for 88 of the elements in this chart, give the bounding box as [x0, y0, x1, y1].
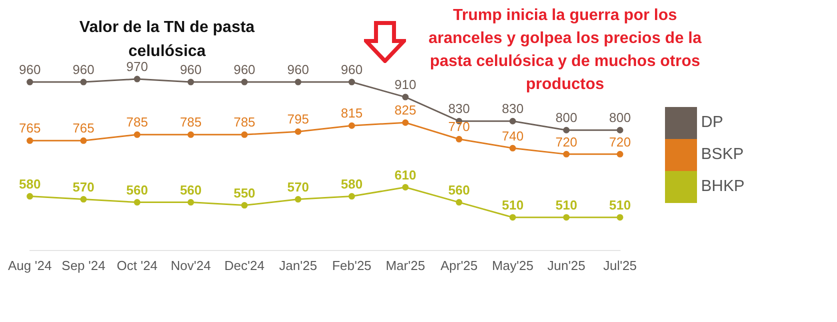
point	[348, 122, 355, 129]
point	[348, 78, 355, 86]
point	[80, 196, 87, 203]
data-label: 800	[556, 110, 578, 126]
point	[26, 78, 34, 86]
x-tick-label: Aug '24	[8, 258, 52, 273]
data-label: 910	[394, 77, 416, 92]
point	[563, 150, 570, 158]
point	[241, 202, 248, 209]
point	[241, 131, 248, 138]
annotation: Trump inicia la guerra por los aranceles y golpea los precios de la pasta celulósica y de muchos otros productos	[427, 6, 703, 95]
data-label: 765	[18, 120, 41, 136]
point	[134, 76, 140, 82]
point	[80, 78, 87, 86]
data-label: 550	[234, 185, 256, 200]
data-label: 560	[126, 182, 148, 198]
data-label: 970	[126, 59, 148, 74]
data-label: 785	[234, 114, 256, 130]
data-label: 825	[394, 102, 416, 118]
x-tick-label: May'25	[492, 258, 534, 273]
point	[26, 137, 34, 144]
legend-label: DP	[701, 114, 724, 132]
point	[188, 131, 194, 138]
data-label: 510	[556, 197, 578, 212]
data-label: 560	[180, 182, 202, 198]
point	[134, 131, 140, 138]
point	[616, 150, 624, 158]
point	[456, 199, 462, 206]
point	[80, 137, 87, 144]
point	[348, 193, 355, 200]
point	[294, 128, 302, 135]
x-tick-label: Feb'25	[332, 258, 372, 273]
data-label: 785	[180, 114, 202, 130]
point	[509, 118, 516, 124]
data-label: 610	[394, 167, 416, 182]
x-tick-label: Mar'25	[386, 258, 426, 273]
data-label: 720	[609, 134, 631, 150]
data-label: 570	[72, 179, 94, 194]
point	[241, 78, 248, 86]
chart-title: Valor de la TN de pasta celulósica	[78, 18, 256, 62]
data-label: 785	[126, 114, 148, 130]
point	[509, 144, 516, 152]
data-label: 960	[18, 62, 41, 78]
point	[402, 184, 409, 191]
data-label: 720	[556, 134, 578, 150]
point	[563, 126, 570, 134]
data-label: 960	[234, 62, 256, 78]
data-label: 740	[502, 128, 524, 144]
x-tick-label: Jul'25	[603, 258, 637, 273]
x-tick-label: Oct '24	[116, 258, 158, 273]
point	[616, 214, 624, 221]
x-tick-label: Nov'24	[170, 258, 211, 273]
data-label: 770	[448, 119, 470, 134]
point	[134, 199, 140, 206]
data-label: 960	[72, 62, 94, 78]
x-tick-label: Sep '24	[62, 258, 106, 273]
point	[456, 136, 462, 142]
x-tick-label: Apr'25	[440, 258, 478, 273]
data-label: 960	[287, 62, 309, 78]
data-label: 510	[502, 197, 524, 212]
legend-label: BSKP	[701, 146, 744, 164]
data-label: 795	[287, 112, 309, 127]
data-label: 800	[609, 110, 631, 126]
data-label: 580	[340, 176, 363, 192]
data-label: 830	[502, 101, 524, 116]
data-label: 830	[448, 101, 470, 116]
point	[188, 78, 194, 86]
point	[26, 193, 34, 200]
point	[294, 78, 302, 86]
data-label: 960	[340, 62, 363, 78]
point	[294, 196, 302, 203]
legend-label: BHKP	[701, 178, 745, 196]
data-label: 560	[448, 182, 470, 198]
point	[402, 119, 409, 126]
x-tick-label: Jan'25	[279, 258, 318, 273]
point	[509, 214, 516, 221]
data-label: 960	[180, 62, 202, 78]
point	[188, 199, 194, 206]
data-label: 570	[287, 179, 309, 194]
data-label: 765	[72, 120, 94, 136]
point	[616, 126, 624, 134]
data-label: 580	[18, 176, 41, 192]
x-tick-label: Jun'25	[547, 258, 586, 273]
point	[402, 94, 409, 100]
data-label: 510	[609, 197, 631, 212]
data-label: 815	[340, 106, 363, 121]
point	[563, 214, 570, 221]
x-tick-label: Dec'24	[224, 258, 264, 273]
